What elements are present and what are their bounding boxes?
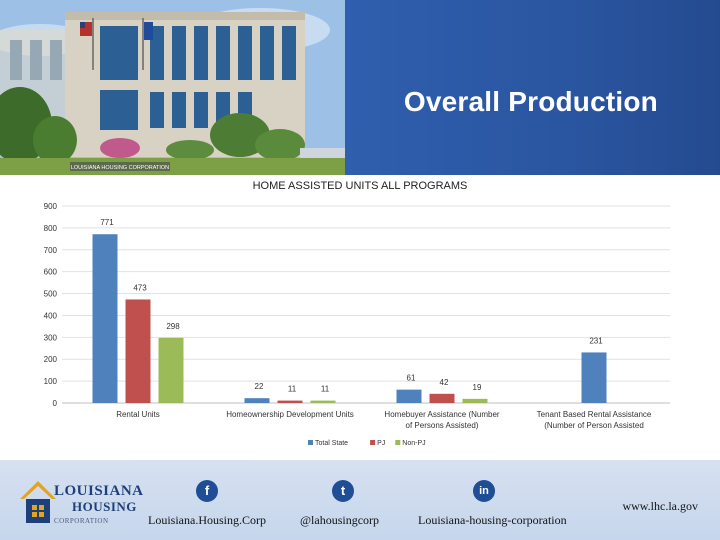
data-label: 42 [440,378,449,387]
data-label: 19 [473,383,482,392]
data-label: 61 [407,374,416,383]
data-label: 298 [166,322,180,331]
logo-text-line3: CORPORATION [54,517,109,525]
y-tick-label: 100 [44,377,58,386]
footer: LOUISIANA HOUSING CORPORATION f Louisian… [0,460,720,540]
header-blue-panel [345,0,720,175]
bar-chart: HOME ASSISTED UNITS ALL PROGRAMS 0 100 200… [44,180,670,447]
legend-swatch [308,440,313,445]
data-label: 22 [255,382,264,391]
bar [244,398,270,403]
y-tick-label: 500 [44,290,58,299]
header-banner: LOUISIANA HOUSING CORPORATION Overall Pr… [0,0,720,175]
bar [462,398,488,403]
website-link[interactable]: www.lhc.la.gov [622,499,698,513]
building-illustration: LOUISIANA HOUSING CORPORATION [0,0,345,175]
logo-text-line1: LOUISIANA [54,483,144,499]
legend-swatch [395,440,401,445]
bar [158,337,184,403]
bar [277,400,303,403]
y-tick-label: 700 [44,246,58,255]
y-tick-label: 600 [44,268,58,277]
x-tick-label: (Number of Person Assisted [544,421,644,430]
y-tick-label: 300 [44,333,58,342]
twitter-link[interactable]: @lahousingcorp [300,513,380,527]
bar [396,389,422,403]
lhc-logo: LOUISIANA HOUSING CORPORATION [18,475,143,527]
building-photo: LOUISIANA HOUSING CORPORATION [0,0,345,175]
twitter-icon[interactable]: t [332,480,354,502]
bar [429,393,455,403]
y-tick-label: 0 [53,399,58,408]
legend-label: Total State [315,440,348,447]
x-tick-label: Tenant Based Rental Assistance [537,410,652,419]
bar [310,400,336,403]
linkedin-link[interactable]: Louisiana-housing-corporation [418,513,567,527]
y-tick-label: 400 [44,311,58,320]
bar [125,299,151,403]
data-label: 11 [321,385,330,394]
y-tick-label: 800 [44,224,58,233]
legend-swatch [370,440,376,445]
data-label: 473 [133,283,147,292]
y-tick-label: 200 [44,355,58,364]
building-sign: LOUISIANA HOUSING CORPORATION [71,165,169,171]
legend-label: Non-PJ [402,440,425,447]
logo-text-line2: HOUSING [72,499,137,514]
y-tick-label: 900 [44,202,58,211]
x-tick-label: Homeownership Development Units [226,410,354,419]
house-logo-icon [20,481,56,523]
facebook-link[interactable]: Louisiana.Housing.Corp [148,513,266,527]
data-label: 771 [100,218,114,227]
chart-bars: 771 473 298 22 11 11 61 42 19 231 [92,218,607,403]
linkedin-icon[interactable]: in [473,480,495,502]
page-title: Overall Production [403,86,658,117]
x-axis: Rental Units Homeownership Development Un… [116,410,652,430]
chart-area: HOME ASSISTED UNITS ALL PROGRAMS 0 100 200… [0,175,720,460]
chart-title: HOME ASSISTED UNITS ALL PROGRAMS [253,180,468,192]
bar [92,234,118,403]
chart-legend: Total State PJ Non-PJ [308,440,426,447]
data-label: 11 [288,385,297,394]
legend-label: PJ [377,440,385,447]
bar [581,352,607,403]
x-tick-label: Homebuyer Assistance (Number [384,410,499,419]
data-label: 231 [589,336,603,345]
x-tick-label: of Persons Assisted) [406,421,479,430]
facebook-icon[interactable]: f [196,480,218,502]
chart-gridlines [62,205,670,404]
x-tick-label: Rental Units [116,410,160,419]
